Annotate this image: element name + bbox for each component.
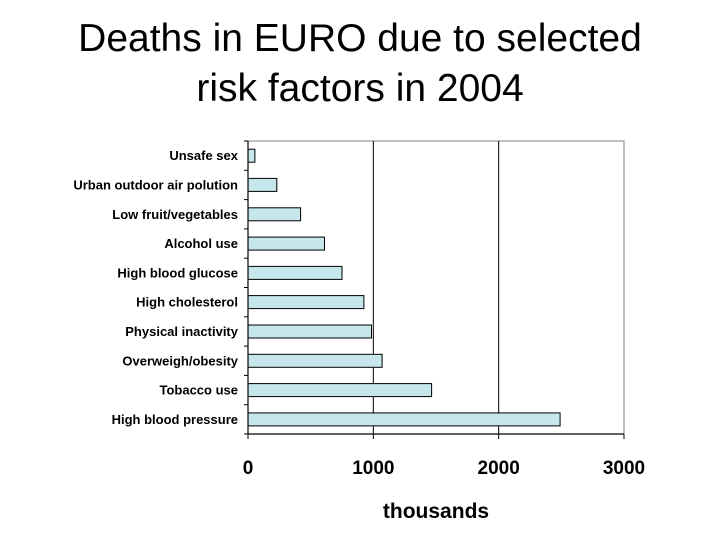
title-line-1: Deaths in EURO due to selected xyxy=(78,17,642,60)
category-label: High cholesterol xyxy=(136,295,238,310)
x-tick-labels: 0 1000 2000 3000 xyxy=(243,458,645,479)
category-label: Tobacco use xyxy=(159,383,238,398)
bar xyxy=(247,383,433,398)
category-label: Physical inactivity xyxy=(125,324,238,339)
bar xyxy=(247,265,343,280)
bar xyxy=(247,236,325,251)
bar xyxy=(247,324,372,339)
slide-title: Deaths in EURO due to selected risk fact… xyxy=(0,14,720,114)
category-label: Alcohol use xyxy=(164,236,238,251)
category-label: High blood glucose xyxy=(117,265,238,280)
title-line-2: risk factors in 2004 xyxy=(196,67,524,110)
x-axis-title: thousands xyxy=(383,500,489,523)
category-label: High blood pressure xyxy=(112,412,238,427)
category-label: Overweigh/obesity xyxy=(122,353,238,368)
category-label: Urban outdoor air polution xyxy=(73,177,238,192)
bar xyxy=(247,353,383,368)
bar xyxy=(247,412,561,427)
x-tick-label: 3000 xyxy=(603,458,645,479)
category-labels: Unsafe sex Urban outdoor air polution Low … xyxy=(73,148,238,427)
bars xyxy=(247,148,561,427)
category-label: Low fruit/vegetables xyxy=(112,207,238,222)
x-tick-label: 2000 xyxy=(478,458,520,479)
bar xyxy=(247,148,256,163)
bar xyxy=(247,177,278,192)
x-tick-label: 1000 xyxy=(352,458,394,479)
bar xyxy=(247,295,365,310)
bar xyxy=(247,207,302,222)
axes xyxy=(244,140,625,439)
x-tick-label: 0 xyxy=(243,458,254,479)
category-label: Unsafe sex xyxy=(169,148,238,163)
